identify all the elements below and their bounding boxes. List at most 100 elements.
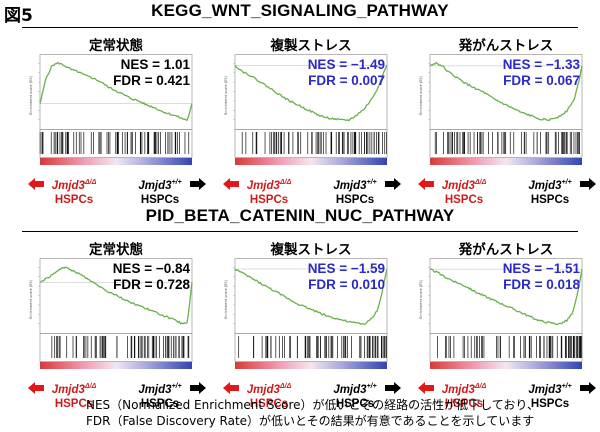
ranked-list-bar [430,362,582,369]
gsea-stats: NES = −1.59 FDR = 0.010 [265,261,385,293]
es-curve-frame [39,258,193,334]
ko-cell: HSPCs [249,194,289,206]
wt-gene: Jmjd3 [138,180,172,192]
ko-genotype: Δ/Δ [474,179,487,186]
wt-genotype: +/+ [366,383,377,390]
footnote-line-1: NES（Normalized Enrichment Score）が低いとその経路… [86,398,539,412]
nes-value: NES = −0.84 [112,261,190,276]
ko-genotype: Δ/Δ [279,383,292,390]
ko-gene: Jmjd3 [246,180,280,192]
wt-genotype: +/+ [366,179,377,186]
gene-hit-frame [234,333,388,362]
right-arrow-icon [190,178,206,190]
gsea-enrichment-plot: Enrichment score (ES) [224,258,388,369]
right-arrow-icon [385,382,401,394]
section-divider-top [22,27,578,28]
enrichment-score-curve [234,268,388,325]
fdr-value: FDR = 0.018 [503,277,580,292]
wt-gene: Jmjd3 [333,180,367,192]
gsea-stats: NES = −1.49 FDR = 0.007 [265,57,385,89]
condition-title: 複製ストレス [270,242,352,258]
ko-gene: Jmjd3 [51,180,85,192]
knockout-group-label: Jmjd3Δ/Δ HSPCs [46,380,102,411]
wt-gene: Jmjd3 [528,384,562,396]
es-curve-frame [429,258,583,334]
condition-title: 定常状態 [89,242,143,258]
knockout-group-label: Jmjd3Δ/Δ HSPCs [241,380,297,411]
ko-gene: Jmjd3 [441,384,475,396]
gene-hit-frame [429,333,583,362]
wt-gene: Jmjd3 [333,384,367,396]
wt-gene: Jmjd3 [528,180,562,192]
ko-genotype: Δ/Δ [474,383,487,390]
enrichment-score-curve [39,266,193,325]
knockout-group-label: Jmjd3Δ/Δ HSPCs [241,176,297,207]
figure-label: 図5 [4,6,33,26]
left-arrow-icon [223,178,239,190]
nes-value: NES = −1.59 [307,261,385,276]
left-arrow-icon [28,178,44,190]
nes-value: NES = −1.51 [502,261,580,276]
wt-cell: HSPCs [335,194,375,206]
wt-cell: HSPCs [140,398,180,410]
gene-hit-frame [39,333,193,362]
wildtype-group-label: Jmjd3+/+ HSPCs [132,380,188,411]
ko-cell: HSPCs [444,194,484,206]
wt-genotype: +/+ [171,179,182,186]
footnote: NES（Normalized Enrichment Score）が低いとその経路… [86,397,539,429]
wildtype-group-label: Jmjd3+/+ HSPCs [522,176,578,207]
gsea-enrichment-plot: Enrichment score (ES) [29,54,193,165]
enrichment-score-curve [429,268,583,325]
es-curve-frame [429,54,583,130]
wt-cell: HSPCs [335,398,375,410]
wt-cell: HSPCs [140,194,180,206]
ranked-list-bar [40,362,192,369]
ranked-list-bar [235,158,387,165]
ko-cell: HSPCs [54,194,94,206]
condition-title: 発がんストレス [458,38,554,54]
wt-genotype: +/+ [171,383,182,390]
y-axis-label: Enrichment score (ES) [224,279,228,319]
enrichment-score-curve [39,61,193,122]
fdr-value: FDR = 0.067 [503,73,580,88]
ko-genotype: Δ/Δ [279,179,292,186]
ko-gene: Jmjd3 [441,180,475,192]
ranked-list-bar [40,158,192,165]
ko-cell: HSPCs [54,398,94,410]
gene-hit-ticks [437,336,583,358]
right-arrow-icon [580,178,596,190]
gene-hit-ticks [241,132,387,154]
wt-gene: Jmjd3 [138,384,172,396]
wt-cell: HSPCs [530,194,570,206]
wildtype-group-label: Jmjd3+/+ HSPCs [522,380,578,411]
wildtype-group-label: Jmjd3+/+ HSPCs [327,380,383,411]
ko-gene: Jmjd3 [246,384,280,396]
wt-genotype: +/+ [561,383,572,390]
gsea-enrichment-plot: Enrichment score (ES) [224,54,388,165]
ko-cell: HSPCs [249,398,289,410]
nes-value: NES = −1.33 [502,57,580,72]
fdr-value: FDR = 0.421 [113,73,190,88]
gene-hit-ticks [238,336,387,358]
fdr-value: FDR = 0.728 [113,277,190,292]
knockout-group-label: Jmjd3Δ/Δ HSPCs [436,176,492,207]
right-arrow-icon [385,178,401,190]
left-arrow-icon [418,382,434,394]
condition-title: 発がんストレス [458,242,554,258]
footnote-line-2: FDR（False Discovery Rate）が低いとその結果が有意であるこ… [86,414,535,428]
fdr-value: FDR = 0.010 [308,277,385,292]
enrichment-score-curve [429,61,583,122]
enrichment-score-curve [234,64,388,122]
gsea-stats: NES = −0.84 FDR = 0.728 [70,261,190,293]
wt-cell: HSPCs [530,398,570,410]
condition-title: 複製ストレス [270,38,352,54]
left-arrow-icon [418,178,434,190]
section-title-wnt: KEGG_WNT_SIGNALING_PATHWAY [151,1,449,20]
gsea-enrichment-plot: Enrichment score (ES) [29,258,193,369]
right-arrow-icon [580,382,596,394]
fdr-value: FDR = 0.007 [308,73,385,88]
ko-gene: Jmjd3 [51,384,85,396]
gsea-stats: NES = 1.01 FDR = 0.421 [70,57,190,89]
es-curve-frame [234,258,388,334]
gsea-enrichment-plot: Enrichment score (ES) [419,258,583,369]
